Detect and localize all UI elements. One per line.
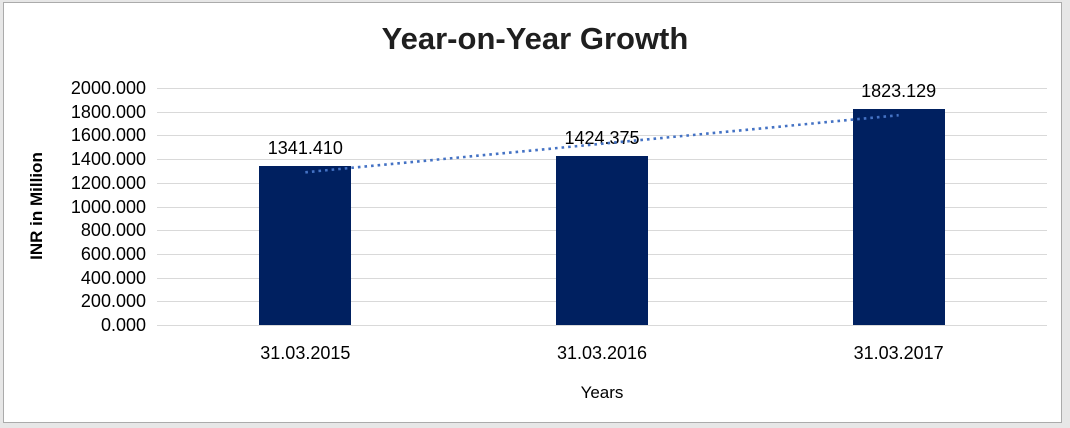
y-tick-label: 0.000 xyxy=(100,315,146,335)
bar xyxy=(556,156,648,325)
y-tick-label: 600.000 xyxy=(80,243,146,264)
x-category-label: 31.03.2016 xyxy=(556,343,648,363)
y-tick-label: 1600.000 xyxy=(70,125,146,146)
bar-value-label: 1823.129 xyxy=(861,80,937,101)
y-tick-label: 1400.000 xyxy=(70,149,146,170)
x-category-label: 31.03.2017 xyxy=(853,343,944,363)
y-tick-label: 1000.000 xyxy=(70,196,146,217)
y-tick-label: 1800.000 xyxy=(70,101,146,122)
bar-value-label: 1424.375 xyxy=(564,128,640,149)
gridline xyxy=(157,88,1047,89)
gridline xyxy=(157,325,1047,326)
y-tick-label: 1200.000 xyxy=(70,172,146,193)
y-tick-label: 800.000 xyxy=(80,220,146,241)
bar xyxy=(852,108,945,325)
x-category-label: 31.03.2015 xyxy=(260,343,351,363)
chart-title: Year-on-Year Growth xyxy=(381,21,689,56)
y-tick-label: 200.000 xyxy=(80,291,146,312)
x-axis-title: Years xyxy=(580,383,624,402)
bar-value-label: 1341.410 xyxy=(267,138,343,159)
gridline xyxy=(157,111,1047,113)
y-tick-label: 400.000 xyxy=(80,267,146,288)
bar xyxy=(259,166,352,325)
y-tick-label: 2000.000 xyxy=(70,78,146,98)
